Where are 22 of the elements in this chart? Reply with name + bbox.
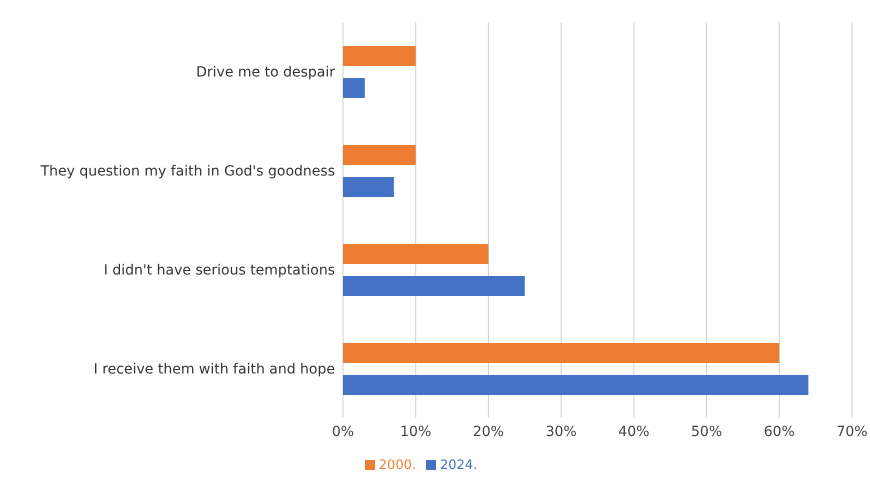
bar <box>343 244 488 264</box>
x-tick-label: 40% <box>618 424 650 440</box>
bar <box>343 177 394 197</box>
legend-label: 2000. <box>378 458 416 473</box>
x-tick-label: 60% <box>764 424 795 440</box>
bar <box>343 145 416 165</box>
x-tick-label: 10% <box>400 424 432 440</box>
x-tick-label: 50% <box>691 424 722 440</box>
x-tick-label: 30% <box>546 424 577 440</box>
bar <box>343 343 780 363</box>
y-tick-label: I didn't have serious temptations <box>104 262 335 278</box>
x-tick-label: 20% <box>472 424 504 440</box>
legend-label: 2024. <box>440 458 478 473</box>
bar <box>343 276 525 296</box>
y-tick-label: Drive me to despair <box>196 64 336 80</box>
bar <box>343 46 416 66</box>
y-tick-label: They question my faith in God's goodness <box>40 163 335 180</box>
y-tick-label: I receive them with faith and hope <box>94 361 335 378</box>
bar <box>343 375 808 395</box>
x-tick-label: 0% <box>332 424 354 440</box>
bar <box>343 78 365 98</box>
x-tick-label: 70% <box>836 424 868 440</box>
